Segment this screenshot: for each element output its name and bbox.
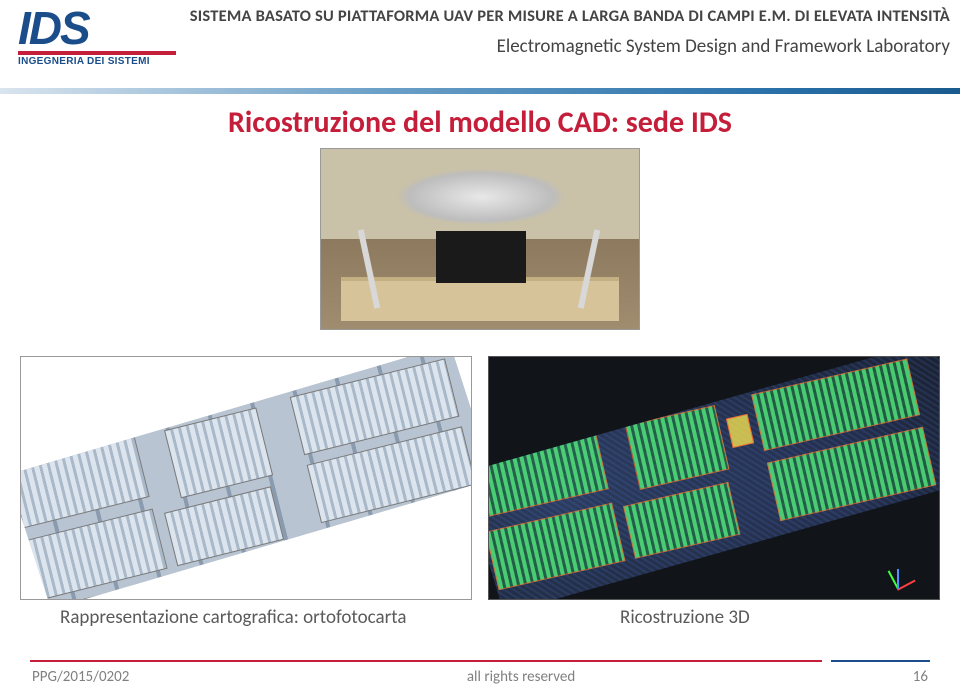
slide-footer: PPG/2015/0202 all rights reserved 16 bbox=[0, 660, 960, 696]
header-titles: SISTEMA BASATO SU PIATTAFORMA UAV PER MI… bbox=[188, 6, 950, 58]
image-3d-reconstruction bbox=[488, 356, 940, 600]
header-title: SISTEMA BASATO SU PIATTAFORMA UAV PER MI… bbox=[188, 6, 950, 27]
logo-subtitle: INGEGNERIA DEI SISTEMI bbox=[18, 56, 183, 67]
header-divider-bar bbox=[0, 88, 960, 94]
axis-gizmo-icon bbox=[897, 559, 927, 589]
caption-orthophoto: Rappresentazione cartografica: ortofotoc… bbox=[60, 606, 406, 629]
slide-body: Ricostruzione del modello CAD: sede IDS bbox=[0, 98, 960, 656]
caption-3d: Ricostruzione 3D bbox=[620, 606, 750, 629]
image-uav-payload bbox=[320, 148, 640, 330]
footer-divider bbox=[30, 660, 930, 662]
logo-block: IDS INGEGNERIA DEI SISTEMI bbox=[18, 8, 183, 67]
footer-page-number: 16 bbox=[913, 668, 928, 686]
main-title: Ricostruzione del modello CAD: sede IDS bbox=[20, 104, 940, 141]
footer-doc-id: PPG/2015/0202 bbox=[32, 668, 129, 686]
logo-text: IDS bbox=[18, 8, 183, 49]
image-orthophoto bbox=[20, 356, 472, 600]
footer-rights: all rights reserved bbox=[467, 668, 575, 686]
header-subtitle: Electromagnetic System Design and Framew… bbox=[188, 35, 950, 58]
slide-header: IDS INGEGNERIA DEI SISTEMI SISTEMA BASAT… bbox=[0, 0, 960, 92]
